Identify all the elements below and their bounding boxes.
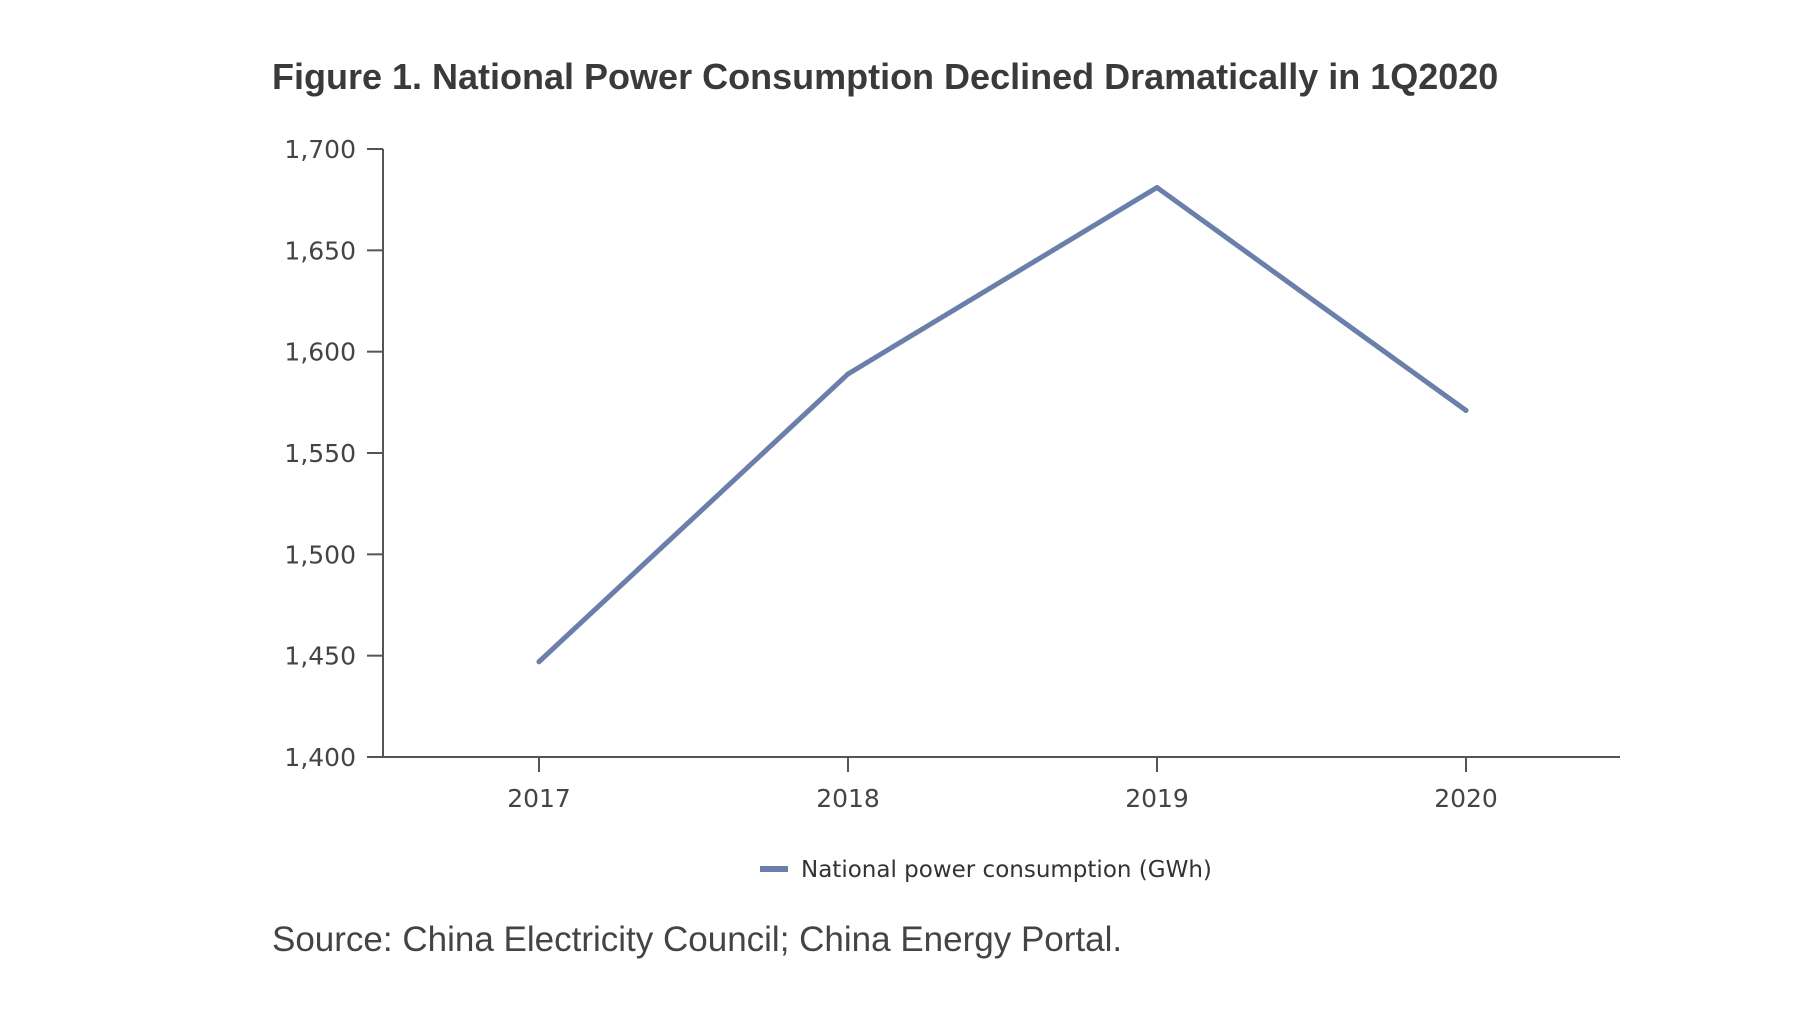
chart-series [536,185,1469,665]
y-tick-label: 1,600 [284,338,356,367]
y-tick-label: 1,700 [284,135,356,164]
data-point [1154,185,1160,191]
data-point [1463,407,1469,413]
series-line [536,185,1469,665]
x-tick-label: 2020 [1434,784,1498,813]
chart-legend: National power consumption (GWh) [760,857,1212,883]
y-tick-label: 1,550 [284,439,356,468]
y-tick-label: 1,400 [284,743,356,772]
chart-ticks: 1,400 1,450 1,500 1,550 1,600 1,650 1,700 2017 2… [284,135,1497,813]
y-tick-label: 1,500 [284,540,356,569]
chart-title: Figure 1. National Power Consumption Dec… [272,56,1499,97]
y-tick-label: 1,450 [284,642,356,671]
source-note: Source: China Electricity Council; China… [272,920,1123,959]
chart-axes [367,149,1620,758]
legend-label: National power consumption (GWh) [801,857,1212,883]
x-tick-label: 2018 [816,784,880,813]
data-point [536,659,542,665]
data-point [845,371,851,377]
x-tick-label: 2017 [507,784,571,813]
y-tick-label: 1,650 [284,236,356,265]
x-tick-label: 2019 [1125,784,1189,813]
